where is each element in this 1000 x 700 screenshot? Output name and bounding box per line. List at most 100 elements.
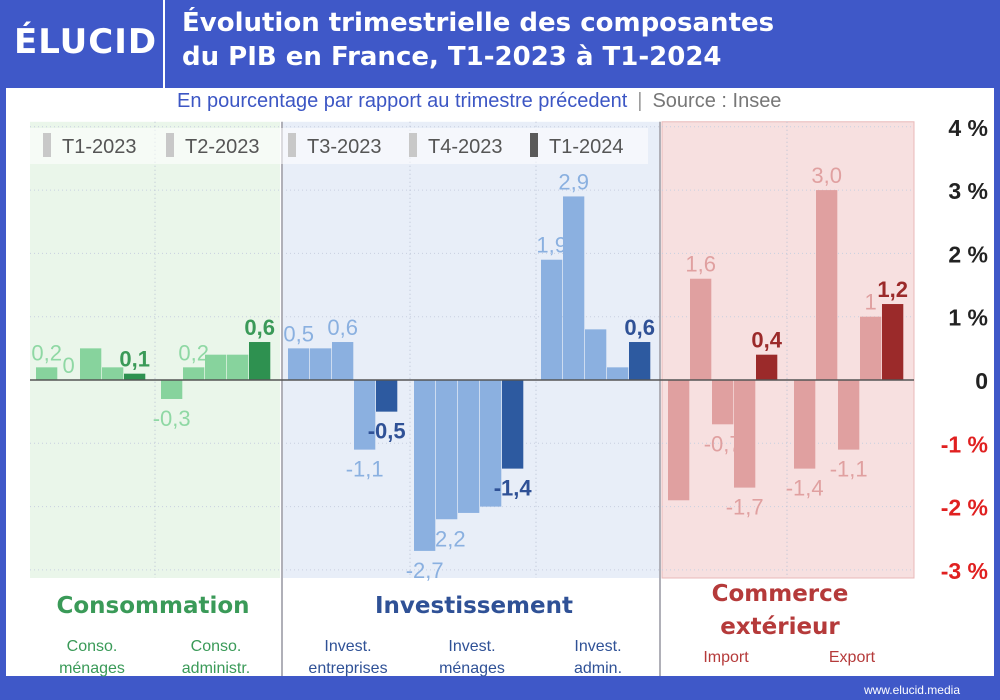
category-label-line: Invest. [448, 638, 496, 655]
category-label-line: Invest. [324, 638, 372, 655]
category-label-import: Import [664, 647, 788, 669]
data-label: -1,1 [346, 457, 384, 482]
bar [585, 329, 607, 380]
legend-swatch [288, 133, 296, 157]
elucid-logo: ÉLUCID [14, 22, 158, 62]
bar [288, 348, 310, 380]
bar [414, 380, 436, 551]
y-tick-label: -1 % [941, 431, 988, 457]
data-label: -1,4 [494, 476, 533, 501]
bar [607, 367, 629, 380]
bar [249, 342, 271, 380]
category-label-line: administr. [181, 660, 251, 677]
bar [124, 373, 146, 380]
legend-swatch [43, 133, 51, 157]
data-label: 0,5 [283, 321, 314, 346]
legend-label: T1-2024 [549, 136, 624, 158]
bar [541, 259, 563, 380]
bar [502, 380, 524, 469]
bar [756, 354, 778, 380]
category-label-line: Conso. [66, 638, 118, 655]
chart-title: Évolution trimestrielle des composantes … [182, 6, 982, 74]
logo-divider [163, 0, 165, 88]
category-label-invest-entreprises: Invest. entreprises [286, 636, 410, 680]
category-label-conso-menages: Conso. ménages [30, 636, 154, 680]
category-label-line: ménages [59, 660, 125, 677]
data-label: 0,2 [178, 340, 209, 365]
data-label: 1,2 [877, 277, 908, 302]
data-label: 0,2 [31, 340, 62, 365]
data-label: -2,7 [406, 558, 444, 583]
bar [734, 380, 756, 488]
legend-swatch [166, 133, 174, 157]
bar [354, 380, 376, 450]
bar [205, 354, 227, 380]
data-label: 1,6 [685, 252, 716, 277]
category-label-line: Conso. [190, 638, 242, 655]
data-label: 0 [63, 353, 75, 378]
data-label: -0,3 [153, 406, 191, 431]
data-label: 2,9 [558, 169, 589, 194]
bar [794, 380, 816, 469]
group-title-investissement: Investissement [374, 593, 573, 619]
data-label: 0,6 [624, 315, 655, 340]
category-label-export: Export [790, 647, 914, 669]
chart-subtitle: En pourcentage par rapport au trimestre … [177, 90, 781, 113]
category-label-line: Export [828, 649, 876, 666]
y-tick-label: -2 % [941, 495, 988, 521]
group-title-commerce-exterieur: Commerce extérieur [711, 581, 849, 640]
bar [690, 278, 712, 380]
bar [161, 380, 183, 399]
source-text: Source : Insee [652, 90, 782, 112]
category-label-line: ménages [439, 660, 505, 677]
category-label-line: entreprises [308, 660, 388, 677]
y-tick-label: -3 % [941, 558, 988, 584]
category-label-line: admin. [573, 660, 623, 677]
legend-label: T4-2023 [428, 136, 503, 158]
bar [332, 342, 354, 380]
bar [816, 190, 838, 380]
bar [36, 367, 58, 380]
bar [80, 348, 102, 380]
y-tick-label: 0 [975, 368, 988, 394]
category-label-line: Import [703, 649, 749, 666]
data-label: 1 [865, 290, 877, 315]
bar [563, 196, 585, 380]
legend-label: T2-2023 [185, 136, 260, 158]
data-label: -2,2 [428, 526, 466, 551]
title-line-1: Évolution trimestrielle des composantes [182, 8, 775, 38]
data-label: -1,4 [786, 476, 824, 501]
footer-site: www.elucid.media [863, 683, 960, 697]
y-tick-label: 1 % [948, 305, 988, 331]
data-label: 0,4 [751, 328, 782, 353]
bar [712, 380, 734, 425]
bar [629, 342, 651, 380]
bar [860, 316, 882, 380]
data-label: -1,7 [726, 495, 764, 520]
legend-swatch [530, 133, 538, 157]
bar [227, 354, 249, 380]
legend-box [30, 128, 648, 164]
data-label: -1,1 [830, 457, 868, 482]
bar [183, 367, 205, 380]
data-label: -0,5 [368, 419, 406, 444]
category-label-line: Invest. [574, 638, 622, 655]
bar [310, 348, 332, 380]
bar [102, 367, 124, 380]
subtitle-text: En pourcentage par rapport au trimestre … [177, 90, 628, 112]
legend-swatch [409, 133, 417, 157]
data-label: 3,0 [811, 163, 842, 188]
data-label: 0,6 [327, 315, 358, 340]
category-label-conso-administr: Conso. administr. [154, 636, 278, 680]
bar [376, 380, 398, 412]
y-tick-label: 3 % [948, 178, 988, 204]
group-title-consommation: Consommation [56, 593, 250, 619]
bar [436, 380, 458, 520]
bar [882, 304, 904, 380]
data-label: 0,6 [244, 315, 275, 340]
bar [838, 380, 860, 450]
y-tick-label: 2 % [948, 241, 988, 267]
y-tick-label: 4 % [948, 115, 988, 141]
header: ÉLUCID Évolution trimestrielle des compo… [0, 0, 1000, 88]
